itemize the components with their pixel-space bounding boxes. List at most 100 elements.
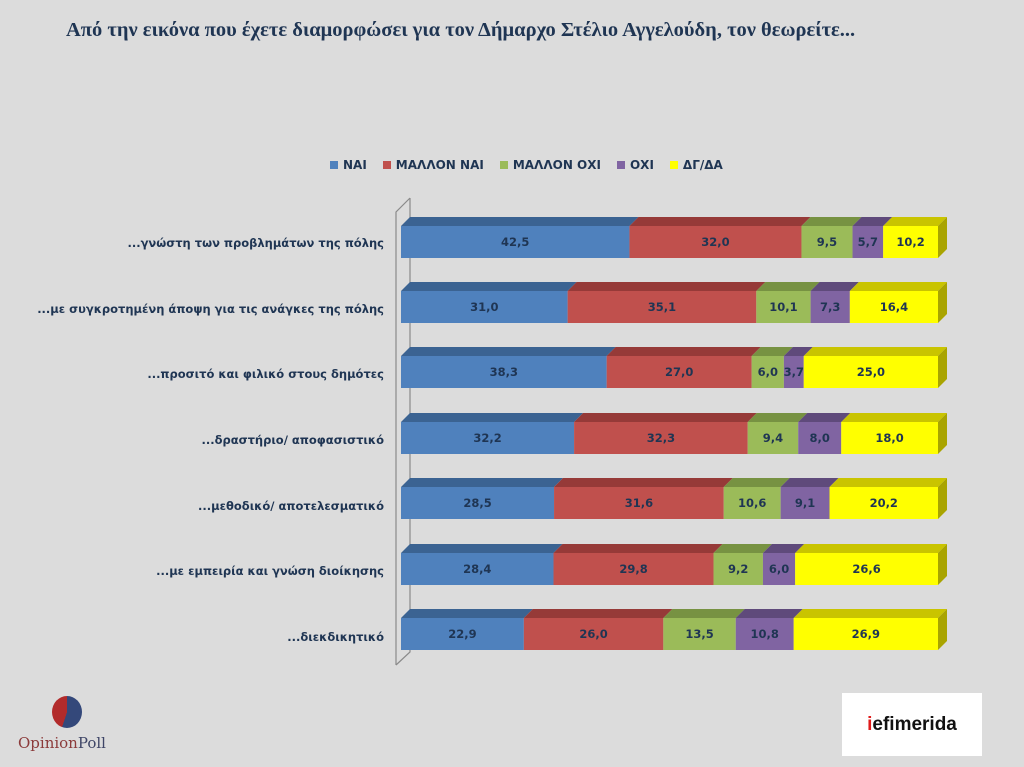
- logo-text-part: Poll: [77, 734, 106, 752]
- logo-text-part: efimerida: [872, 713, 957, 735]
- bar-segment-top: [793, 609, 947, 618]
- bar-segment: [883, 226, 938, 258]
- bar-segment: [401, 226, 630, 258]
- bar-segment-top: [606, 347, 761, 356]
- opinionpoll-logo: OpinionPoll: [18, 696, 118, 756]
- bar-segment-top: [401, 544, 563, 553]
- data-label: 16,4: [880, 300, 908, 314]
- bar-segment: [849, 291, 938, 323]
- bar-segment: [663, 618, 736, 650]
- bar-segment-top: [841, 413, 947, 422]
- bar-segment: [810, 291, 850, 323]
- bar-segment: [780, 487, 830, 519]
- bar-segment-top: [401, 478, 564, 487]
- bar-segment-top: [574, 413, 757, 422]
- bar-segment: [401, 356, 607, 388]
- bar-segment: [629, 226, 802, 258]
- data-label: 10,8: [751, 627, 779, 641]
- bar-segment-side: [938, 609, 947, 650]
- data-label: 32,0: [701, 235, 729, 249]
- legend-item-dg-da: ΔΓ/ΔΑ: [669, 158, 723, 172]
- bar-segment: [553, 553, 714, 585]
- bar-segment-top: [849, 282, 947, 291]
- bar-segment: [574, 422, 748, 454]
- bar-segment-top: [783, 347, 813, 356]
- bar-segment: [401, 553, 554, 585]
- data-label: 10,1: [769, 300, 797, 314]
- data-label: 31,6: [625, 496, 653, 510]
- bar-segment-top: [883, 217, 947, 226]
- bar-segment: [606, 356, 752, 388]
- legend-label: ΔΓ/ΔΑ: [682, 158, 723, 172]
- bar-segment: [803, 356, 938, 388]
- bar-segment-top: [401, 413, 584, 422]
- category-label: ...μεθοδικό/ αποτελεσματικό: [198, 499, 384, 513]
- iefimerida-logo: i efimerida: [842, 693, 982, 756]
- legend-item-mallon-nai: ΜΑΛΛΟΝ ΝΑΙ: [382, 158, 484, 172]
- data-label: 27,0: [665, 365, 693, 379]
- bar-segment: [713, 553, 763, 585]
- legend-label: ΜΑΛΛΟΝ ΟΧΙ: [512, 158, 601, 172]
- data-label: 9,2: [728, 562, 748, 576]
- data-label: 6,0: [758, 365, 778, 379]
- data-label: 9,1: [795, 496, 815, 510]
- category-label: ...προσιτό και φιλικό στους δημότες: [147, 367, 384, 381]
- bar-segment-top: [723, 478, 790, 487]
- bar-segment: [735, 618, 794, 650]
- bar-segment: [829, 487, 938, 519]
- bar-segment: [756, 291, 811, 323]
- bar-segment-top: [810, 282, 859, 291]
- bar-segment: [762, 553, 796, 585]
- legend-swatch: [330, 161, 338, 169]
- bar-segment: [798, 422, 842, 454]
- data-label: 22,9: [448, 627, 476, 641]
- opinionpoll-logo-text: OpinionPoll: [18, 734, 106, 752]
- bar-segment: [801, 226, 853, 258]
- bar-segment-top: [735, 609, 803, 618]
- bar-segment-top: [801, 217, 862, 226]
- bar-segment: [793, 618, 938, 650]
- legend-label: ΝΑΙ: [343, 158, 367, 172]
- data-label: 10,2: [896, 235, 924, 249]
- data-label: 28,5: [463, 496, 491, 510]
- legend-label: ΟΧΙ: [629, 158, 654, 172]
- bar-segment-top: [401, 217, 639, 226]
- data-label: 3,7: [784, 365, 804, 379]
- bar-segment: [723, 487, 781, 519]
- bar-segment: [554, 487, 724, 519]
- data-label: 31,0: [470, 300, 498, 314]
- category-label: ...διεκδικητικό: [287, 630, 384, 644]
- legend: ΝΑΙ ΜΑΛΛΟΝ ΝΑΙ ΜΑΛΛΟΝ ΟΧΙ ΟΧΙ ΔΓ/ΔΑ: [330, 156, 723, 174]
- category-label: ...γνώστη των προβλημάτων της πόλης: [127, 236, 384, 250]
- bar-segment-side: [938, 347, 947, 388]
- bar-segment-top: [751, 347, 793, 356]
- bar-segment: [401, 291, 568, 323]
- bar-segment: [795, 553, 938, 585]
- bar-segment: [401, 618, 524, 650]
- data-label: 25,0: [857, 365, 885, 379]
- bar-segment-top: [795, 544, 947, 553]
- bar-segment-top: [756, 282, 820, 291]
- category-label: ...με εμπειρία και γνώση διοίκησης: [156, 564, 384, 578]
- data-label: 7,3: [820, 300, 840, 314]
- data-label: 20,2: [870, 496, 898, 510]
- bar-segment: [747, 422, 799, 454]
- data-label: 38,3: [490, 365, 518, 379]
- bar-segment-top: [553, 544, 723, 553]
- bar-segment-top: [567, 282, 766, 291]
- data-label: 26,9: [852, 627, 880, 641]
- bar-segment-top: [852, 217, 893, 226]
- data-label: 28,4: [463, 562, 491, 576]
- bar-segment: [401, 422, 575, 454]
- data-label: 32,2: [473, 431, 501, 445]
- bar-segment-side: [938, 282, 947, 323]
- bar-segment: [852, 226, 884, 258]
- bar-segment-side: [938, 544, 947, 585]
- bar-segment-top: [401, 347, 616, 356]
- legend-item-mallon-oxi: ΜΑΛΛΟΝ ΟΧΙ: [499, 158, 601, 172]
- bar-segment-top: [798, 413, 851, 422]
- data-label: 10,6: [738, 496, 766, 510]
- legend-swatch: [499, 161, 508, 169]
- legend-item-nai: ΝΑΙ: [330, 158, 367, 172]
